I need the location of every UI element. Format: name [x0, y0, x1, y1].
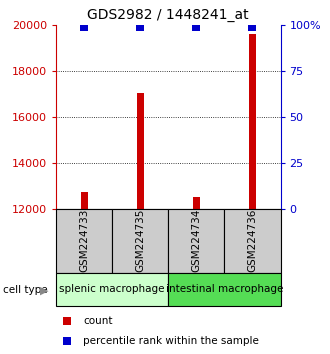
Bar [112, 209, 168, 273]
Bar [168, 209, 224, 273]
Bar [56, 209, 112, 273]
Text: splenic macrophage: splenic macrophage [59, 284, 165, 295]
Text: count: count [83, 316, 113, 326]
Bar [249, 34, 256, 209]
Title: GDS2982 / 1448241_at: GDS2982 / 1448241_at [87, 8, 249, 22]
Text: GSM224735: GSM224735 [135, 209, 145, 273]
Bar [224, 209, 280, 273]
Text: GSM224734: GSM224734 [191, 209, 201, 273]
Text: cell type: cell type [3, 285, 48, 295]
Text: ▶: ▶ [40, 285, 48, 295]
Text: GSM224736: GSM224736 [248, 209, 257, 273]
Bar [193, 198, 200, 209]
Bar [56, 273, 168, 306]
Text: intestinal macrophage: intestinal macrophage [166, 284, 283, 295]
Bar [168, 273, 280, 306]
Text: percentile rank within the sample: percentile rank within the sample [83, 336, 259, 346]
Text: GSM224733: GSM224733 [79, 209, 89, 273]
Bar [137, 93, 144, 209]
Bar [81, 192, 87, 209]
